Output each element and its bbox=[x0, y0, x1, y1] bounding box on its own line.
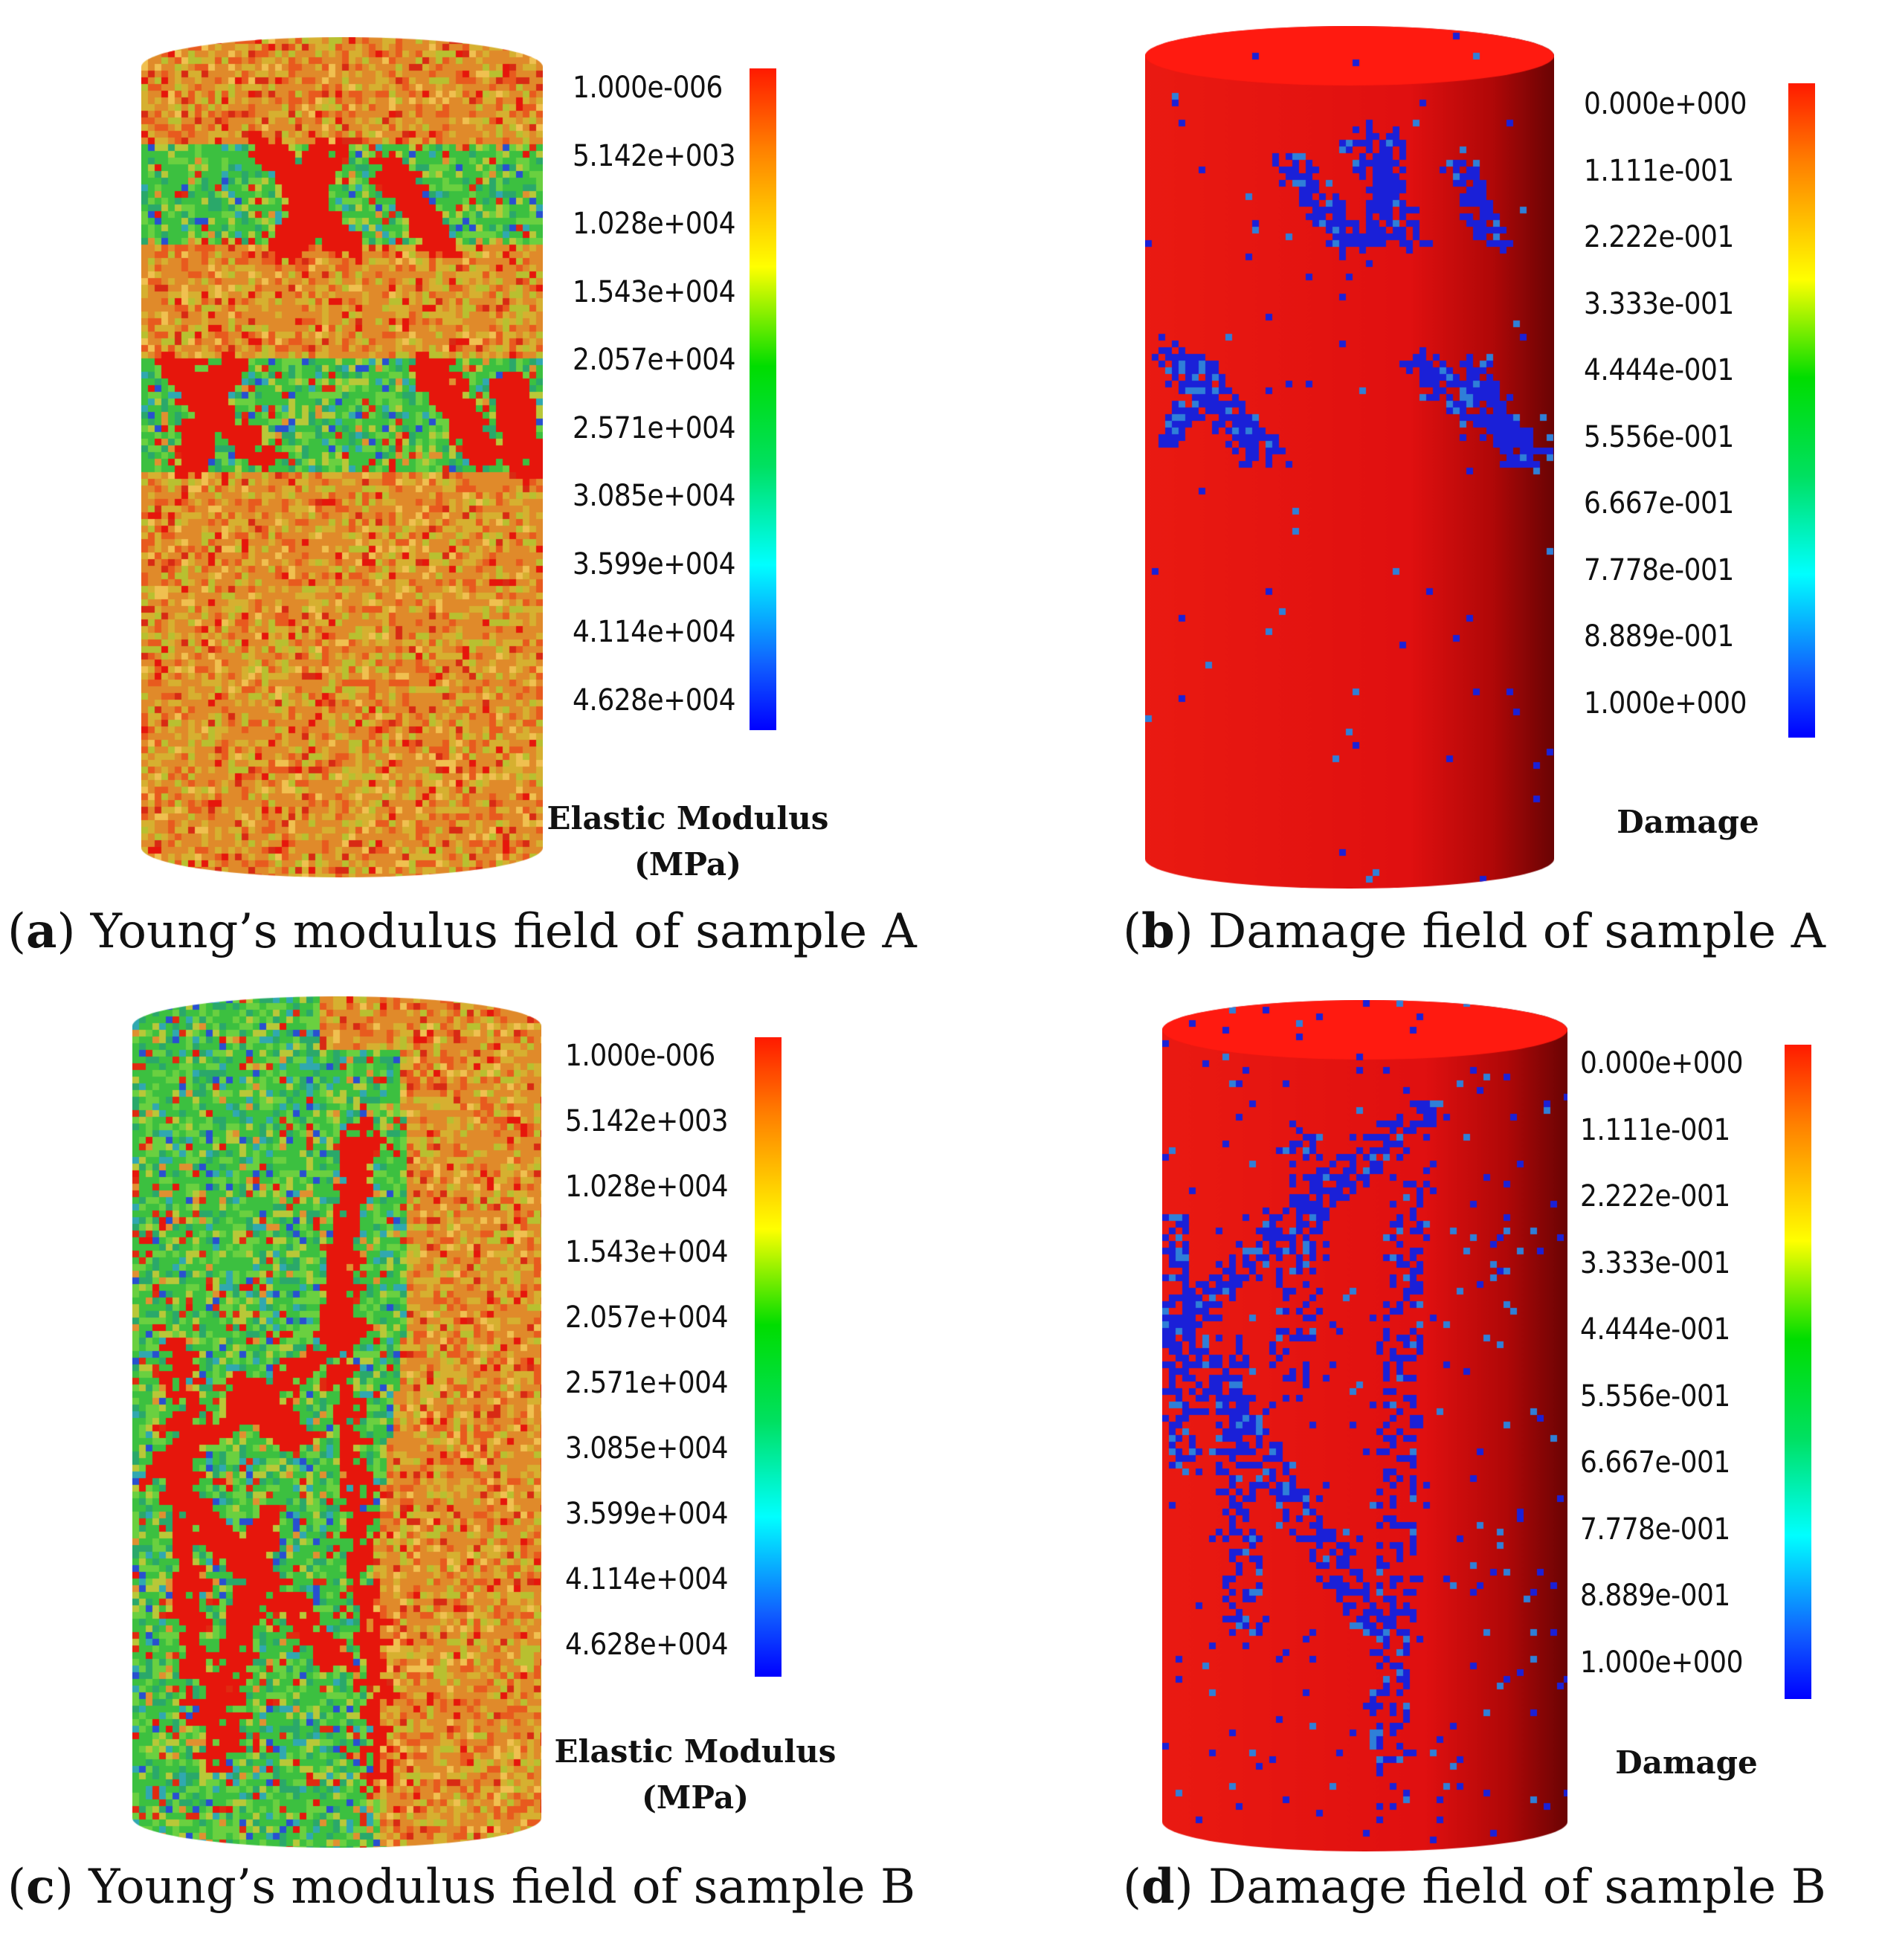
colorbar-tick-label: 4.444e-001 bbox=[1584, 353, 1734, 387]
panel-caption: (b) Damage field of sample A bbox=[1123, 903, 1825, 959]
colorbar-tick-label: 2.222e-001 bbox=[1580, 1179, 1730, 1213]
colorbar-title-line: Elastic Modulus bbox=[554, 1733, 837, 1770]
colorbar-tick-label: 4.114e+004 bbox=[565, 1562, 728, 1596]
colorbar bbox=[1788, 83, 1815, 738]
colorbar-title: Elastic Modulus (MPa) bbox=[547, 796, 829, 888]
colorbar-tick-label: 5.556e-001 bbox=[1580, 1379, 1730, 1413]
colorbar-tick-label: 8.889e-001 bbox=[1584, 619, 1734, 654]
colorbar bbox=[1785, 1045, 1811, 1699]
colorbar-tick-label: 2.571e+004 bbox=[573, 410, 735, 445]
colorbar-tick-label: 3.333e-001 bbox=[1580, 1245, 1730, 1280]
colorbar-title-line: (MPa) bbox=[634, 846, 741, 883]
colorbar-tick-label: 5.556e-001 bbox=[1584, 419, 1734, 454]
colorbar-tick-label: 3.333e-001 bbox=[1584, 286, 1734, 321]
panel-caption-text: Young’s modulus field of sample B bbox=[88, 1860, 915, 1915]
colorbar-tick-label: 1.000e+000 bbox=[1580, 1645, 1743, 1680]
cylinder-field bbox=[1162, 1000, 1567, 1851]
colorbar-tick-label: 4.114e+004 bbox=[573, 615, 735, 649]
colorbar-tick-label: 3.085e+004 bbox=[565, 1431, 728, 1466]
colorbar-tick-label: 2.057e+004 bbox=[573, 343, 735, 377]
colorbar-tick-label: 0.000e+000 bbox=[1580, 1046, 1743, 1080]
colorbar-tick-label: 0.000e+000 bbox=[1584, 87, 1747, 121]
colorbar-tick-label: 7.778e-001 bbox=[1580, 1512, 1730, 1547]
panel-caption: (c) Young’s modulus field of sample B bbox=[7, 1859, 915, 1915]
colorbar-tick-label: 1.028e+004 bbox=[573, 207, 735, 241]
panel-caption-text: Young’s modulus field of sample A bbox=[90, 904, 917, 959]
cylinder-field bbox=[132, 996, 541, 1848]
colorbar-tick-label: 4.628e+004 bbox=[565, 1628, 728, 1662]
colorbar-tick-label: 2.057e+004 bbox=[565, 1300, 728, 1335]
colorbar bbox=[755, 1037, 782, 1677]
colorbar-tick-label: 4.444e-001 bbox=[1580, 1312, 1730, 1347]
panel-caption-text: Damage field of sample B bbox=[1208, 1860, 1826, 1915]
colorbar-tick-label: 1.000e-006 bbox=[573, 71, 723, 105]
panel-caption-letter: c bbox=[25, 1859, 55, 1915]
colorbar-title: Damage bbox=[1617, 799, 1759, 845]
colorbar-tick-label: 7.778e-001 bbox=[1584, 552, 1734, 587]
colorbar-tick-label: 1.000e-006 bbox=[565, 1039, 715, 1073]
colorbar-tick-label: 1.111e-001 bbox=[1584, 153, 1734, 188]
colorbar-tick-label: 3.085e+004 bbox=[573, 479, 735, 513]
colorbar-tick-label: 1.543e+004 bbox=[565, 1235, 728, 1269]
colorbar-tick-label: 6.667e-001 bbox=[1584, 486, 1734, 520]
cylinder-field bbox=[1145, 26, 1554, 889]
cylinder-field bbox=[141, 37, 543, 877]
panel-caption-letter: a bbox=[25, 903, 57, 959]
colorbar-tick-label: 2.571e+004 bbox=[565, 1366, 728, 1400]
colorbar-tick-label: 1.028e+004 bbox=[565, 1170, 728, 1204]
panel-caption-letter: d bbox=[1141, 1859, 1175, 1915]
colorbar-tick-label: 5.142e+003 bbox=[565, 1104, 728, 1138]
colorbar-title-line: Damage bbox=[1617, 804, 1759, 840]
colorbar bbox=[750, 68, 776, 730]
colorbar-tick-label: 8.889e-001 bbox=[1580, 1579, 1730, 1613]
colorbar-tick-label: 2.222e-001 bbox=[1584, 220, 1734, 254]
colorbar-title-line: (MPa) bbox=[642, 1779, 749, 1816]
colorbar-tick-label: 3.599e+004 bbox=[565, 1497, 728, 1531]
colorbar-tick-label: 3.599e+004 bbox=[573, 547, 735, 581]
colorbar-tick-label: 1.111e-001 bbox=[1580, 1112, 1730, 1147]
colorbar-title-line: Damage bbox=[1615, 1744, 1758, 1781]
colorbar-title-line: Elastic Modulus bbox=[547, 800, 829, 836]
panel-caption-letter: b bbox=[1141, 903, 1175, 959]
colorbar-title: Elastic Modulus (MPa) bbox=[555, 1729, 837, 1821]
colorbar-tick-label: 1.543e+004 bbox=[573, 274, 735, 309]
panel-caption-text: Damage field of sample A bbox=[1208, 904, 1825, 959]
colorbar-tick-label: 4.628e+004 bbox=[573, 683, 735, 718]
panel-caption: (d) Damage field of sample B bbox=[1123, 1859, 1826, 1915]
colorbar-tick-label: 5.142e+003 bbox=[573, 138, 735, 173]
colorbar-title: Damage bbox=[1615, 1740, 1757, 1786]
colorbar-tick-label: 1.000e+000 bbox=[1584, 686, 1747, 721]
colorbar-tick-label: 6.667e-001 bbox=[1580, 1445, 1730, 1480]
panel-caption: (a) Young’s modulus field of sample A bbox=[7, 903, 917, 959]
